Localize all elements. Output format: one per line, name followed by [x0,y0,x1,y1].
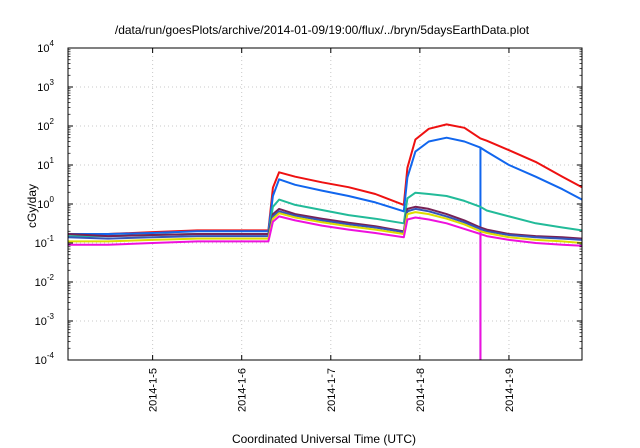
series-line-6 [68,211,582,244]
y-tick-label: 100 [37,195,54,211]
y-tick-labels: 10-4 10-3 10-2 10-1 100 101 102 103 104 [35,39,55,367]
series-line-7 [68,215,582,247]
series-line-4 [68,205,582,240]
tick-marks [68,47,582,361]
x-tick-label: 2014-1-6 [237,368,249,412]
y-tick-label: 10-2 [35,273,55,289]
x-tick-labels: 2014-1-5 2014-1-6 2014-1-7 2014-1-8 2014-1-9 [148,368,516,412]
series-line-5 [68,207,582,241]
y-tick-label: 101 [37,156,54,172]
y-tick-label: 103 [37,78,54,94]
y-tick-label: 10-4 [35,351,55,367]
series-line-2 [68,136,582,235]
y-tick-label: 102 [37,117,54,133]
x-tick-label: 2014-1-5 [148,368,160,412]
series-layer [68,123,582,360]
x-axis-label: Coordinated Universal Time (UTC) [232,432,416,446]
chart-title: /data/run/goesPlots/archive/2014-01-09/1… [115,23,530,37]
y-tick-label: 10-3 [35,312,55,328]
y-tick-label: 104 [37,39,54,55]
x-tick-label: 2014-1-9 [504,368,516,412]
x-tick-label: 2014-1-7 [326,368,338,412]
y-tick-label: 10-1 [35,234,55,250]
grid-lines [68,48,582,360]
y-axis-label: cGy/day [25,184,39,228]
x-tick-label: 2014-1-8 [415,368,427,412]
